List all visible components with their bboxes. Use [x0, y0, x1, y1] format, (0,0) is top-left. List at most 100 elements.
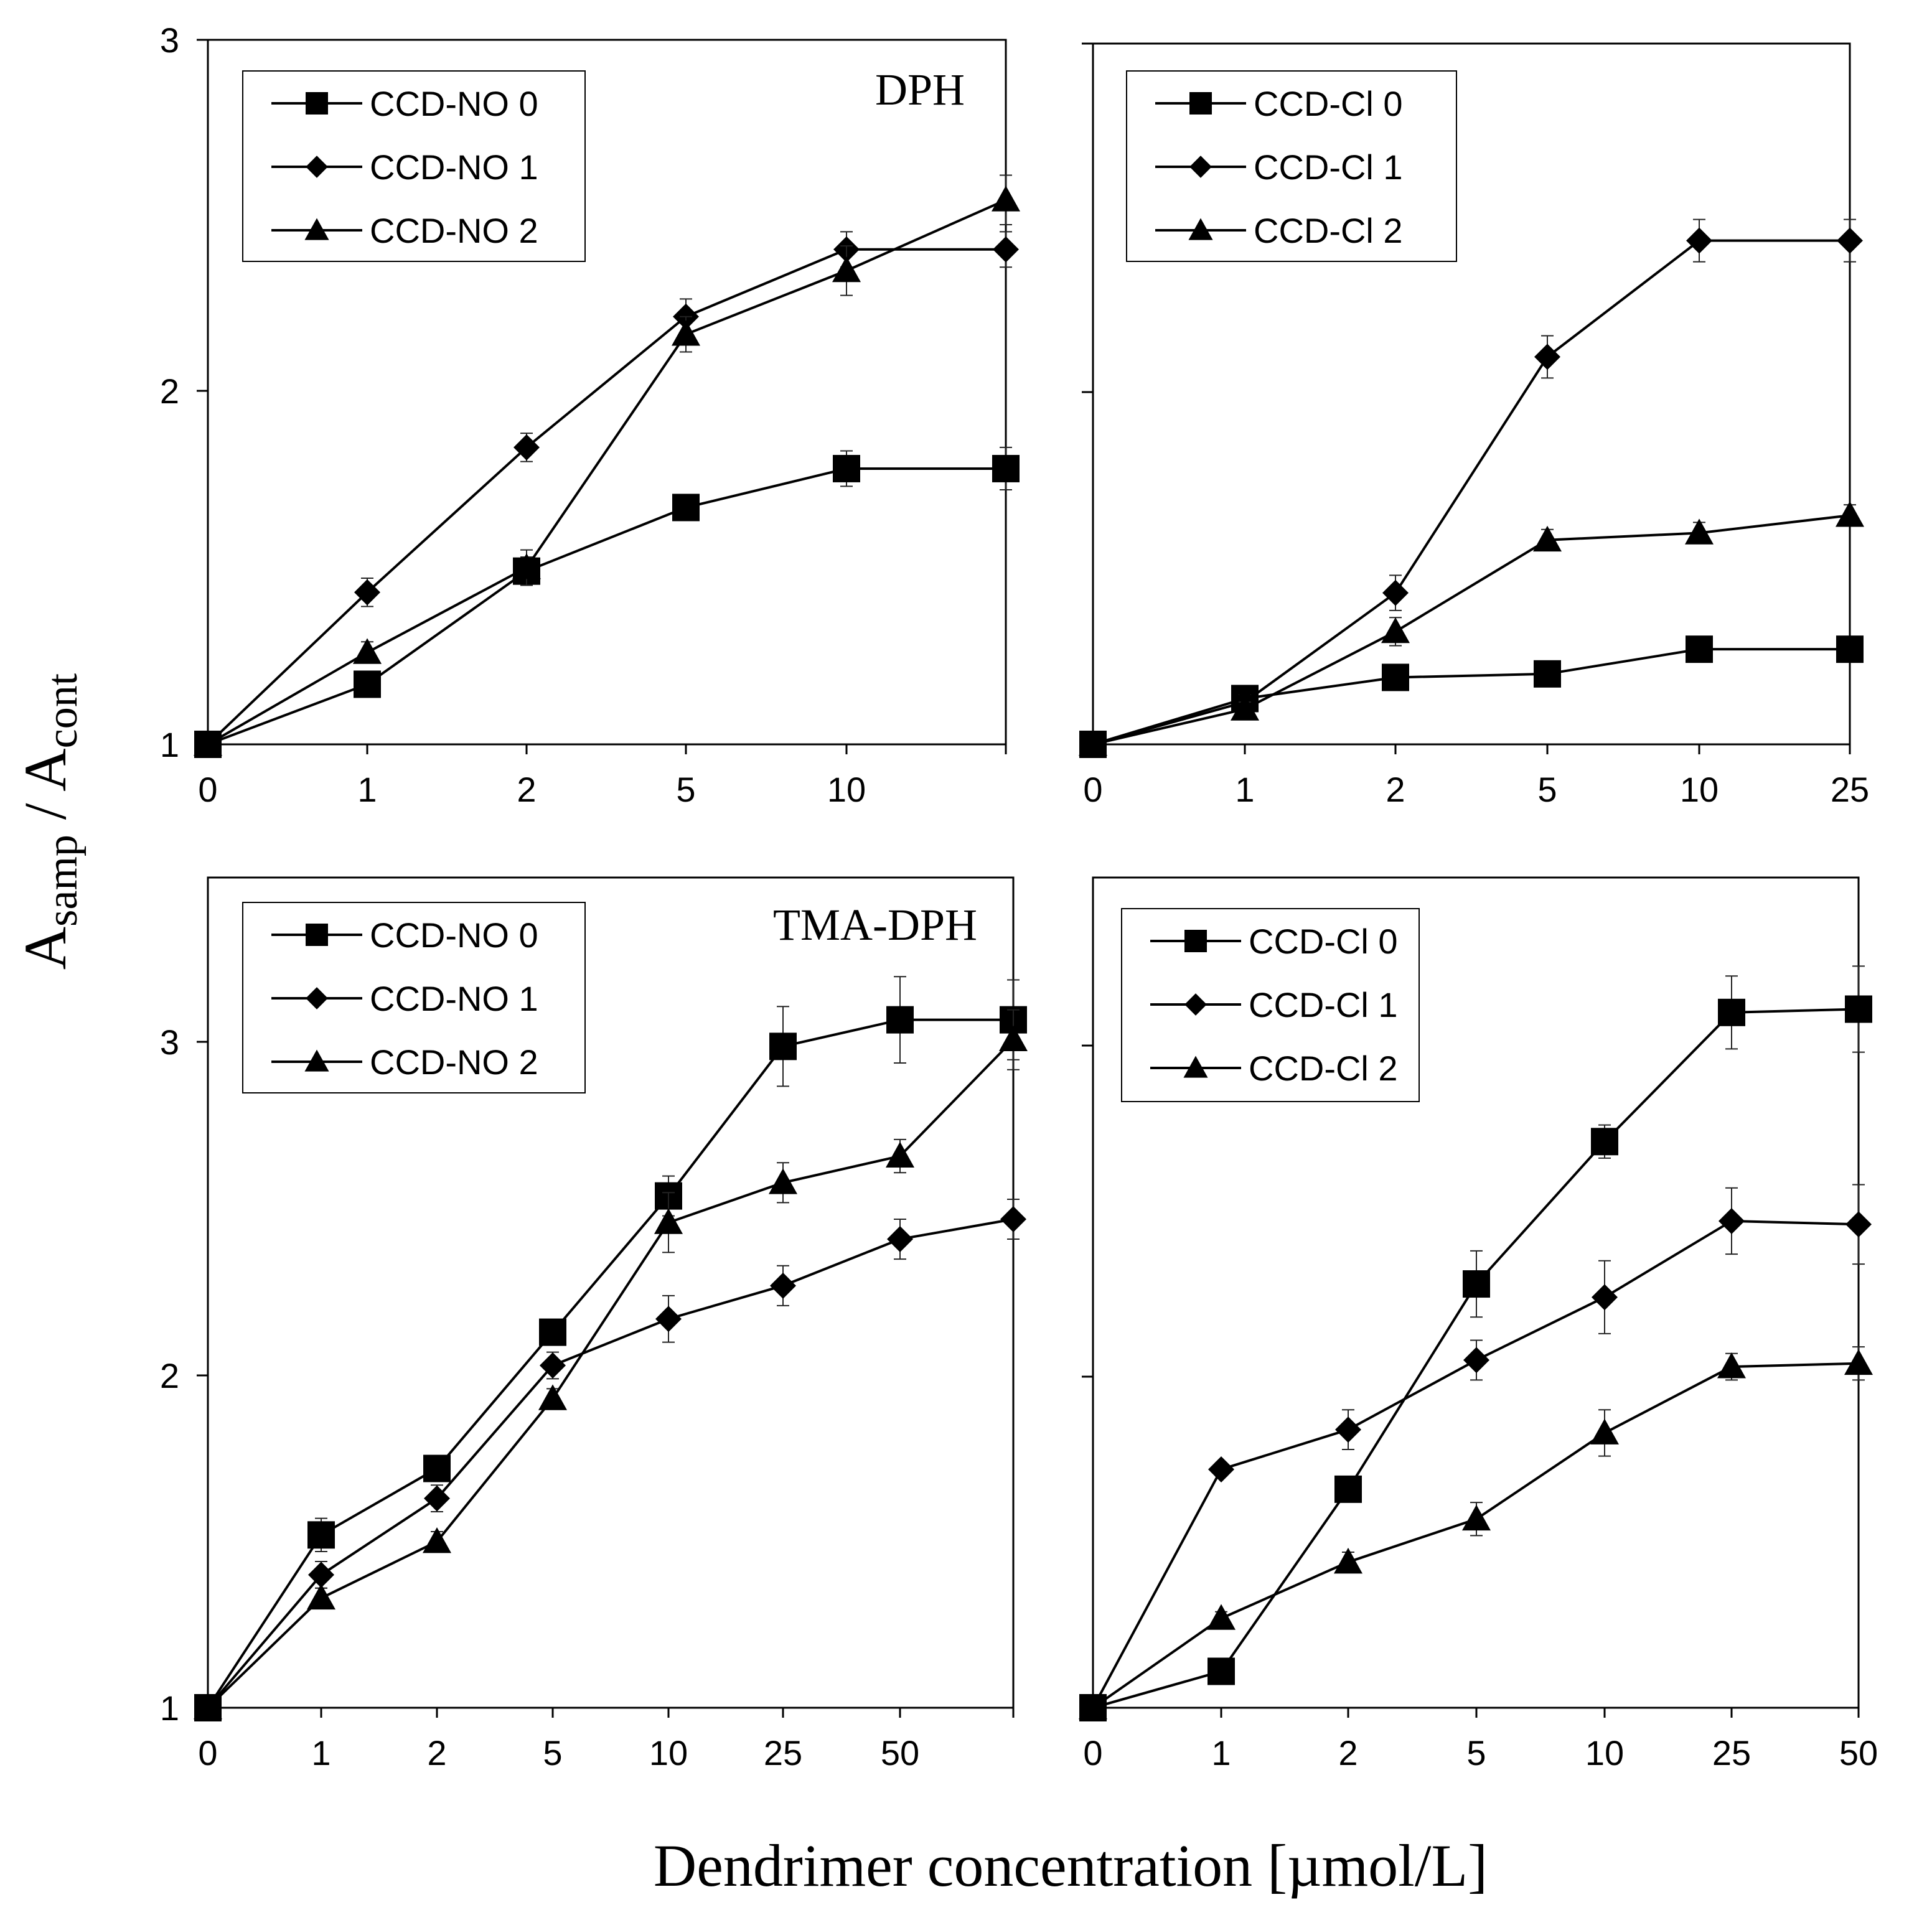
x-tick-label: 2 — [427, 1733, 446, 1772]
data-point-square — [1718, 998, 1745, 1026]
y-axis-title-main: A — [12, 927, 78, 970]
legend-marker-square — [306, 924, 328, 946]
data-point-square — [672, 494, 700, 522]
legend-marker-diamond — [1189, 156, 1212, 178]
data-point-triangle — [1717, 1352, 1746, 1379]
data-point-square — [886, 1006, 914, 1034]
data-point-triangle — [1836, 501, 1864, 527]
legend-entry-label: CCD-NO 0 — [370, 84, 538, 123]
data-point-diamond — [1382, 579, 1409, 606]
y-tick-label: 3 — [160, 21, 179, 60]
data-point-square — [1686, 635, 1713, 663]
x-tick-label: 0 — [198, 770, 217, 809]
series-ccd-no-1 — [195, 231, 1019, 757]
data-point-diamond — [1534, 344, 1560, 370]
data-point-triangle — [1079, 1693, 1107, 1720]
series-ccd-no-1 — [195, 1198, 1026, 1721]
data-point-diamond — [1845, 1211, 1872, 1238]
legend-marker-triangle — [1188, 218, 1213, 240]
legend-marker-square — [1189, 92, 1212, 115]
legend-entry-label: CCD-NO 0 — [370, 915, 538, 955]
legend-marker-triangle — [1183, 1056, 1208, 1078]
data-point-triangle — [992, 185, 1020, 212]
data-point-square — [1382, 663, 1409, 691]
y-axis-title-sub1: samp — [39, 835, 87, 927]
x-tick-label: 10 — [1585, 1733, 1624, 1772]
data-point-triangle — [1844, 1349, 1873, 1375]
data-point-triangle — [999, 1025, 1028, 1052]
legend: CCD-NO 0 CCD-NO 1 CCD-NO 2 — [242, 70, 586, 262]
legend-entry-label: CCD-NO 2 — [370, 1042, 538, 1082]
x-tick-label: 10 — [827, 770, 866, 809]
x-tick-label: 50 — [1839, 1733, 1878, 1772]
panel-title: DPH — [875, 65, 965, 115]
legend-entry-label: CCD-Cl 1 — [1249, 985, 1398, 1024]
data-point-diamond — [770, 1272, 796, 1299]
data-point-diamond — [308, 1561, 334, 1588]
data-point-diamond — [1463, 1347, 1489, 1374]
data-point-triangle — [1685, 518, 1714, 545]
legend-entry-label: CCD-Cl 0 — [1254, 84, 1403, 123]
x-tick-label: 2 — [1386, 770, 1405, 809]
data-point-triangle — [1381, 617, 1410, 644]
series-line — [207, 248, 1006, 746]
data-point-triangle — [672, 320, 700, 346]
x-tick-label: 2 — [1338, 1733, 1358, 1772]
data-point-square — [1463, 1270, 1490, 1298]
series-ccd-no-2 — [194, 1009, 1028, 1720]
x-tick-label: 2 — [517, 770, 536, 809]
x-tick-label: 25 — [764, 1733, 802, 1772]
legend-marker-triangle — [304, 1049, 329, 1072]
series-ccd-no-2 — [194, 174, 1020, 756]
y-tick-label: 2 — [160, 1356, 179, 1395]
data-point-square — [1845, 995, 1872, 1023]
x-tick-label: 10 — [649, 1733, 688, 1772]
panel-title: TMA-DPH — [773, 900, 977, 950]
data-point-diamond — [993, 236, 1019, 263]
data-point-triangle — [1590, 1418, 1619, 1444]
data-point-triangle — [1462, 1504, 1491, 1531]
plot-frame — [207, 39, 1007, 746]
legend-entry-label: CCD-NO 1 — [370, 979, 538, 1018]
legend-entry-label: CCD-Cl 2 — [1249, 1049, 1398, 1088]
series-ccd-cl-2 — [1079, 1346, 1873, 1720]
data-point-diamond — [1837, 227, 1863, 254]
x-tick-label: 1 — [311, 1733, 331, 1772]
data-point-diamond — [1000, 1206, 1026, 1233]
data-point-triangle — [538, 1384, 567, 1410]
data-point-triangle — [1079, 730, 1107, 756]
data-point-square — [1591, 1128, 1618, 1156]
x-tick-label: 0 — [1083, 770, 1102, 809]
series-ccd-cl-0 — [1079, 635, 1864, 758]
data-point-square — [769, 1032, 797, 1061]
y-tick-label: 1 — [160, 725, 179, 764]
data-point-square — [423, 1454, 451, 1482]
series-line — [207, 1039, 1015, 1709]
series-ccd-cl-2 — [1079, 501, 1864, 756]
data-point-square — [1534, 660, 1561, 688]
data-point-diamond — [887, 1226, 913, 1253]
x-tick-label: 10 — [1680, 770, 1719, 809]
x-tick-label: 1 — [1235, 770, 1254, 809]
legend: CCD-NO 0 CCD-NO 1 CCD-NO 2 — [242, 902, 586, 1093]
data-point-triangle — [194, 730, 222, 756]
legend-marker-diamond — [1184, 993, 1207, 1016]
data-point-triangle — [769, 1168, 797, 1194]
legend-entry-label: CCD-Cl 2 — [1254, 211, 1403, 250]
x-tick-label: 0 — [1083, 1733, 1102, 1772]
data-point-square — [307, 1521, 335, 1549]
data-point-triangle — [832, 256, 861, 283]
legend-marker-diamond — [306, 987, 328, 1009]
series-line — [207, 1218, 1014, 1709]
data-point-square — [1208, 1657, 1235, 1685]
data-point-diamond — [540, 1352, 566, 1379]
y-axis-title: Asamp / Acont — [12, 673, 87, 970]
data-point-diamond — [1592, 1284, 1618, 1311]
data-point-square — [1334, 1475, 1362, 1503]
series-line — [1092, 648, 1850, 746]
x-tick-label: 5 — [676, 770, 695, 809]
data-point-diamond — [513, 434, 540, 461]
